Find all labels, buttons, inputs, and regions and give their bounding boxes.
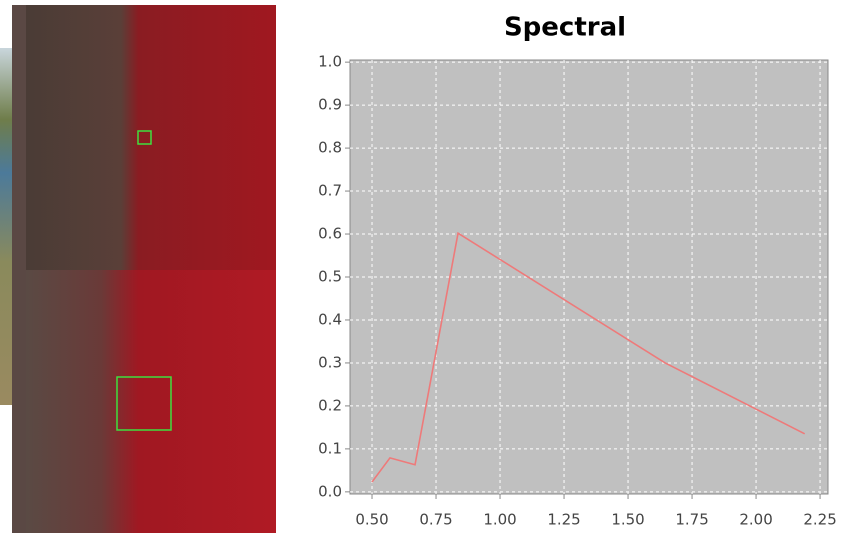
image-tile-bottom [26, 270, 276, 533]
selection-box-small [137, 130, 152, 145]
x-tick-label: 1.00 [483, 511, 516, 529]
y-tick-label: 0.7 [318, 182, 342, 200]
x-tick-label: 0.75 [419, 511, 452, 529]
x-tick-label: 2.25 [803, 511, 836, 529]
x-tick-label: 2.00 [739, 511, 772, 529]
y-tick-label: 0.9 [318, 96, 342, 114]
y-tick-label: 0.5 [318, 268, 342, 286]
chart-title: Spectral [504, 13, 626, 43]
x-tick-label: 1.75 [675, 511, 708, 529]
data-line [371, 231, 806, 483]
y-tick-label: 0.8 [318, 139, 342, 157]
y-tick-label: 0.0 [318, 482, 342, 500]
y-tick-label: 0.4 [318, 310, 342, 328]
y-tick-label: 1.0 [318, 53, 342, 71]
x-tick-label: 1.25 [547, 511, 580, 529]
y-tick-label: 0.6 [318, 225, 342, 243]
y-tick-label: 0.2 [318, 396, 342, 414]
selection-box-large [116, 376, 172, 431]
y-tick-label: 0.3 [318, 353, 342, 371]
y-tick-label: 0.1 [318, 439, 342, 457]
x-tick-label: 0.50 [355, 511, 388, 529]
x-tick-label: 1.50 [611, 511, 644, 529]
image-edge [12, 5, 26, 533]
